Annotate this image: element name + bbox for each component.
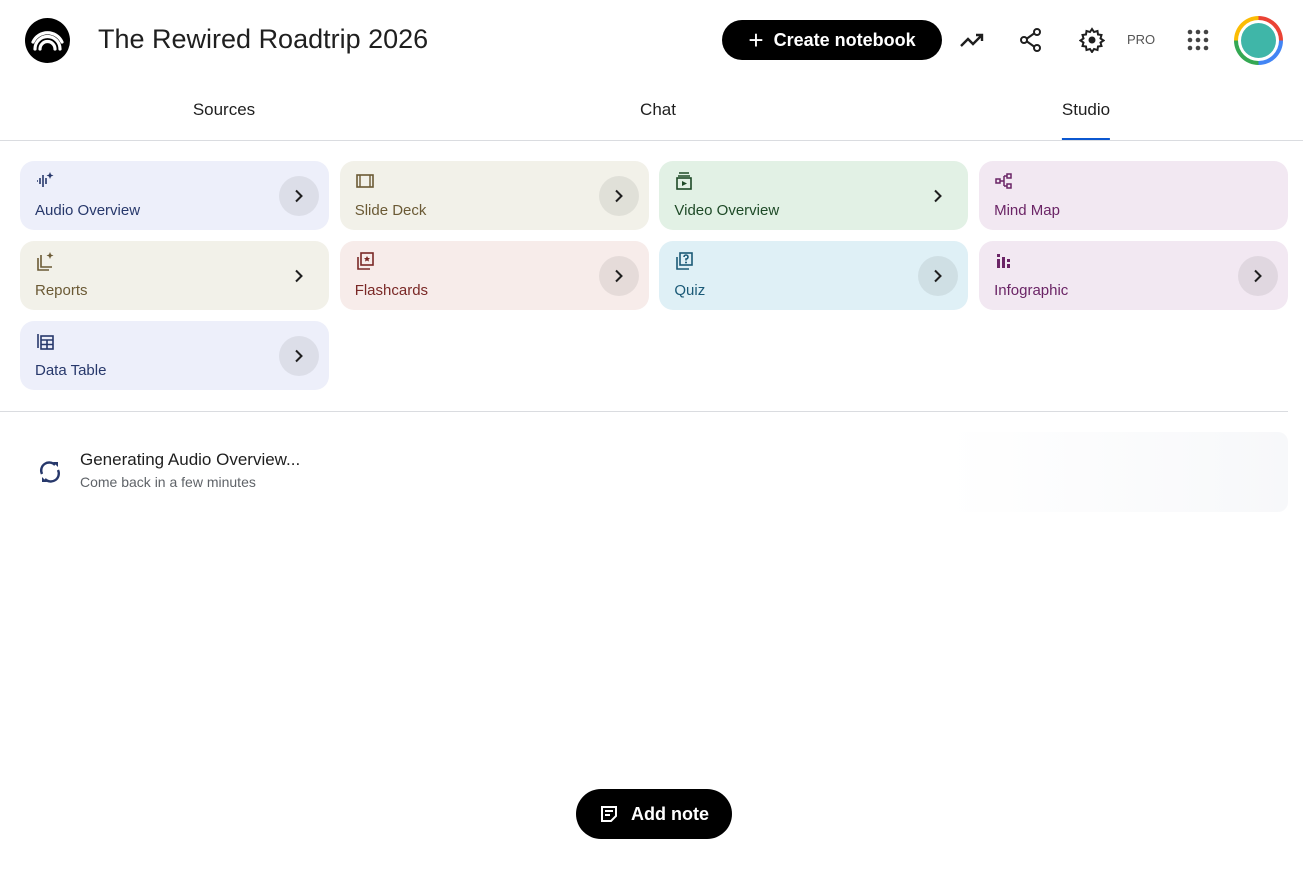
tab-sources[interactable]: Sources — [192, 100, 256, 119]
video-icon — [676, 172, 693, 190]
studio-card-label: Reports — [35, 282, 88, 299]
chevron-right-icon[interactable] — [1238, 256, 1279, 296]
notebooklm-logo[interactable] — [25, 18, 70, 63]
studio-card-mind-map[interactable]: Mind Map — [979, 161, 1289, 230]
studio-card-label: Video Overview — [674, 202, 780, 219]
studio-card-label: Flashcards — [354, 282, 429, 299]
infographic-icon — [997, 254, 1011, 268]
studio-card-flashcards[interactable]: Flashcards — [339, 241, 649, 310]
apps-grid-icon[interactable] — [1184, 26, 1212, 54]
audio-waveform-sparkle-icon — [37, 172, 54, 187]
tab-studio[interactable]: Studio — [1061, 100, 1111, 140]
analytics-trend-icon[interactable] — [958, 26, 986, 54]
studio-card-video-overview[interactable]: Video Overview — [659, 161, 969, 230]
slides-icon — [355, 174, 374, 188]
studio-card-data-table[interactable]: Data Table — [20, 321, 329, 390]
data-table-icon — [37, 334, 54, 350]
studio-card-label: Mind Map — [994, 202, 1060, 219]
studio-card-label: Infographic — [994, 282, 1069, 299]
studio-card-reports[interactable]: Reports — [20, 241, 329, 310]
studio-card-label: Audio Overview — [35, 202, 141, 219]
add-note-button[interactable]: Add note — [576, 789, 732, 839]
note-icon — [601, 806, 617, 822]
flashcards-icon — [356, 252, 374, 270]
share-icon[interactable] — [1017, 26, 1045, 54]
chevron-right-icon[interactable] — [279, 336, 319, 376]
studio-card-label: Slide Deck — [354, 202, 427, 219]
settings-gear-icon[interactable] — [1078, 26, 1106, 54]
sync-icon — [40, 461, 60, 483]
studio-card-infographic[interactable]: Infographic — [979, 241, 1289, 310]
chevron-right-icon[interactable] — [918, 256, 959, 296]
generating-title: Generating Audio Overview... — [80, 450, 301, 469]
create-notebook-button[interactable]: + Create notebook — [722, 20, 942, 60]
tab-chat[interactable]: Chat — [640, 100, 676, 119]
quiz-icon — [676, 252, 694, 270]
generating-subtitle: Come back in a few minutes — [80, 474, 256, 490]
studio-card-label: Quiz — [674, 282, 706, 299]
report-sparkle-icon — [37, 252, 54, 271]
chevron-right-icon[interactable] — [918, 176, 958, 216]
chevron-right-icon[interactable] — [598, 176, 639, 216]
studio-card-label: Data Table — [35, 362, 107, 379]
plus-icon: + — [748, 25, 764, 55]
studio-card-quiz[interactable]: Quiz — [659, 241, 969, 310]
mind-map-icon — [995, 173, 1012, 189]
account-avatar[interactable] — [1234, 16, 1283, 65]
notebook-title[interactable]: The Rewired Roadtrip 2026 — [98, 24, 429, 54]
chevron-right-icon[interactable] — [598, 256, 639, 296]
chevron-right-icon[interactable] — [279, 256, 319, 296]
divider — [0, 411, 1288, 412]
main-tabs: Sources Chat Studio — [0, 80, 1303, 141]
chevron-right-icon[interactable] — [279, 176, 319, 216]
studio-card-slide-deck[interactable]: Slide Deck — [339, 161, 649, 230]
studio-card-audio-overview[interactable]: Audio Overview — [20, 161, 329, 230]
generating-audio-overview-item: Generating Audio Overview... Come back i… — [20, 432, 1288, 512]
pro-badge: PRO — [1127, 32, 1156, 47]
